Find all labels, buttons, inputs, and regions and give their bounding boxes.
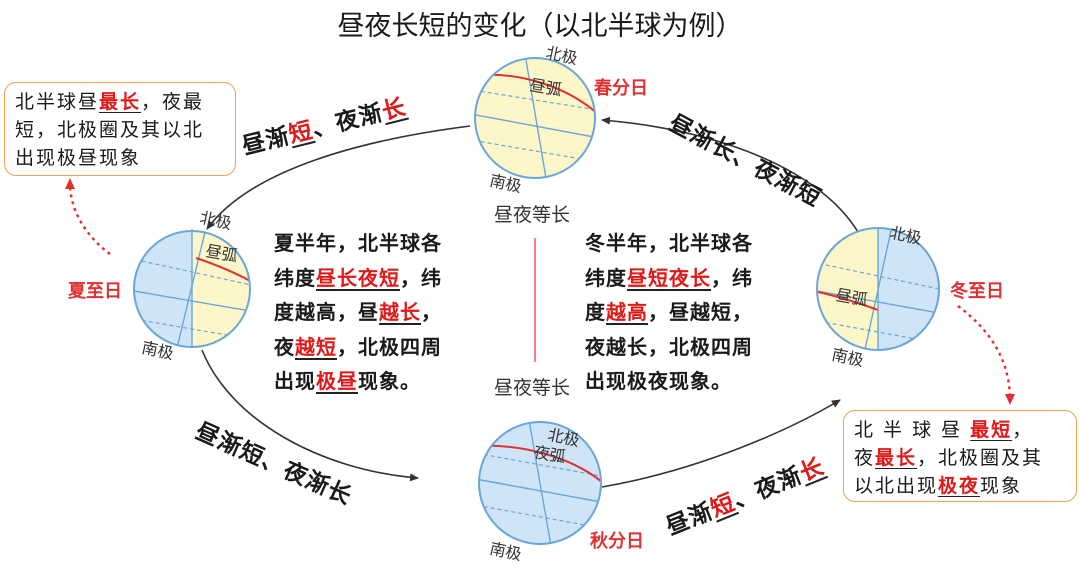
- winter-solstice-label: 冬至日: [950, 281, 1004, 302]
- autumn-equal-day-night-label: 昼夜等长: [494, 377, 571, 399]
- summer-globe: [133, 229, 251, 348]
- winter-panel-line: 度越高，昼越短，: [585, 300, 753, 324]
- autumn-equinox-label: 秋分日: [590, 531, 644, 552]
- callout-line: 短，北极圈及其以北: [15, 119, 205, 141]
- autumn-globe: [478, 421, 602, 545]
- winter-panel-line: 冬半年，北半球各: [585, 231, 753, 255]
- winter-solstice-callout: 北 半 球 昼 最短， 夜最长，北极圈及其 以北出现极夜现象: [843, 410, 1077, 502]
- summer-panel-line: 出现极昼现象。: [274, 369, 421, 393]
- callout-line: 北 半 球 昼 最短，: [854, 419, 1034, 441]
- winter-callout-arrow: [957, 305, 1015, 405]
- callout-line: 出现极昼现象: [15, 147, 142, 169]
- spring-globe: [474, 57, 596, 179]
- summer-solstice-callout: 北半球昼最长，夜最 短，北极圈及其以北 出现极昼现象: [4, 82, 236, 176]
- spring-equal-day-night-label: 昼夜等长: [494, 204, 571, 226]
- summer-half-year-panel: 夏半年，北半球各 纬度昼长夜短，纬 度越高，昼越长， 夜越短，北极四周 出现极昼…: [274, 226, 442, 399]
- winter-panel-line: 出现极夜现象。: [585, 369, 732, 393]
- winter-panel-line: 夜越长，北极四周: [585, 334, 753, 359]
- spring-equinox-label: 春分日: [594, 78, 648, 99]
- winter-panel-line: 纬度昼短夜长，纬: [585, 265, 753, 290]
- summer-panel-line: 纬度昼长夜短，纬: [274, 265, 442, 290]
- callout-line: 以北出现极夜现象: [854, 475, 1023, 497]
- orbit-arc-winter-to-spring: [601, 116, 859, 233]
- orbit-arc-summer-to-autumn: [201, 349, 419, 482]
- callout-line: 夜最长，北极圈及其: [854, 447, 1044, 469]
- summer-panel-line: 夜越短，北极四周: [274, 334, 442, 359]
- page-title: 昼夜长短的变化（以北半球为例）: [337, 11, 743, 42]
- orbit-arc-spring-to-summer: [206, 125, 471, 230]
- orbit-arc-autumn-to-winter: [601, 399, 841, 488]
- summer-panel-line: 度越高，昼越长，: [274, 300, 442, 324]
- orbit-path: [201, 116, 859, 488]
- summer-callout-arrow: [65, 178, 111, 255]
- summer-solstice-label: 夏至日: [68, 281, 122, 302]
- callout-line: 北半球昼最长，夜最: [15, 91, 205, 113]
- winter-globe: [816, 227, 940, 351]
- summer-panel-line: 夏半年，北半球各: [274, 231, 442, 255]
- winter-half-year-panel: 冬半年，北半球各 纬度昼短夜长，纬 度越高，昼越短， 夜越长，北极四周 出现极夜…: [585, 226, 753, 399]
